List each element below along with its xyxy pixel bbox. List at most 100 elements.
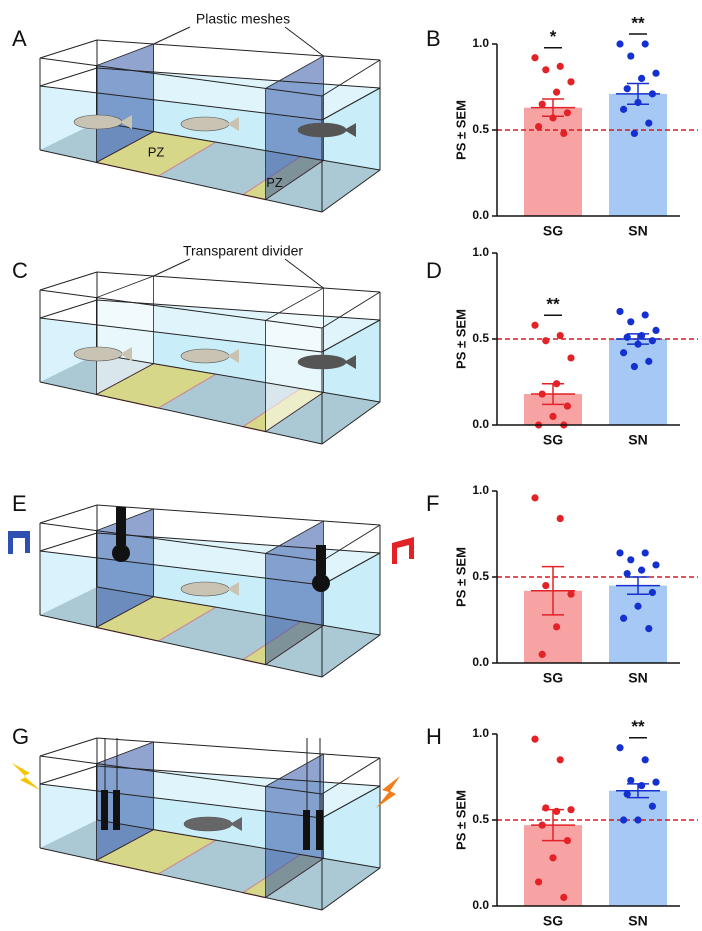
tank-edge	[96, 353, 381, 403]
tank-edge	[153, 258, 191, 277]
data-point	[538, 650, 546, 659]
speaker	[112, 544, 130, 562]
y-axis-label: PS ± SEM	[453, 790, 468, 850]
fish	[73, 346, 123, 362]
tank-edge	[321, 552, 381, 586]
electrode	[113, 790, 120, 830]
y-tick-label: 0.5	[472, 122, 489, 136]
tank-edge	[321, 757, 381, 795]
tank-edge	[321, 319, 381, 353]
y-tick-label: 0.5	[472, 331, 489, 345]
x-tick-label: SN	[628, 432, 647, 448]
data-point	[616, 40, 624, 48]
fish	[73, 114, 123, 130]
data-point	[652, 778, 660, 786]
zone-label: PZ	[148, 144, 165, 159]
fish	[180, 116, 230, 132]
data-point	[542, 337, 550, 345]
tank-edge	[96, 765, 381, 787]
data-point	[648, 337, 657, 345]
tank-edge	[39, 614, 323, 678]
tank-edge	[39, 299, 98, 319]
tank-edge	[39, 381, 323, 445]
tank-edge	[284, 258, 324, 289]
data-point	[641, 756, 649, 764]
panel-letter: A	[12, 26, 27, 51]
tank-edge	[39, 317, 323, 353]
data-point	[627, 776, 635, 785]
tank-edge	[39, 271, 98, 291]
y-tick-label: 1.0	[472, 36, 489, 50]
y-tick-label: 0.5	[472, 569, 489, 583]
tank-edge	[321, 524, 381, 562]
error-bar	[531, 98, 575, 117]
bar-chart: F PS ± SEM SG SN 0.0 0.5 1.0	[426, 483, 698, 686]
data-point	[652, 326, 660, 334]
tank-edge	[96, 67, 381, 89]
data-point	[648, 588, 657, 597]
data-point	[616, 307, 624, 316]
panel-letter: C	[12, 258, 28, 283]
panel-letter: H	[426, 724, 442, 749]
data-point	[627, 52, 635, 60]
data-point	[549, 412, 557, 420]
fish	[180, 348, 230, 364]
y-tick-label: 0.0	[472, 417, 489, 431]
tank-edge	[39, 847, 323, 911]
data-point	[556, 756, 564, 764]
tank-edge	[39, 737, 98, 757]
data-point	[531, 494, 539, 502]
zone-label: PZ	[266, 175, 283, 190]
fish-tail	[227, 117, 239, 131]
fish-tail	[120, 347, 132, 361]
panel-letter: B	[426, 26, 441, 51]
data-point	[652, 561, 660, 569]
data-point	[623, 333, 631, 341]
data-point	[549, 854, 557, 862]
y-tick-label: 0.0	[472, 655, 489, 669]
tank-edge	[39, 85, 323, 121]
data-point	[627, 318, 635, 326]
tank-edge	[284, 26, 324, 57]
data-point	[531, 735, 539, 743]
bar-chart: B PS ± SEM * SG ** SN 0.0 0.5 1.0	[426, 13, 698, 239]
data-point	[638, 782, 646, 790]
data-point	[620, 816, 628, 824]
fish-tail	[230, 817, 242, 831]
error-bar	[616, 576, 660, 595]
error-bar	[531, 382, 575, 406]
significance-label: *	[550, 27, 557, 46]
tank-edge	[39, 755, 323, 795]
y-tick-label: 0.0	[472, 208, 489, 222]
data-point	[641, 311, 649, 319]
data-point	[645, 357, 653, 365]
data-point	[535, 122, 543, 131]
callout-label: Transparent divider	[183, 243, 303, 259]
callout-label: Plastic meshes	[196, 11, 290, 27]
tank-edge	[39, 522, 323, 562]
tank-edge	[96, 819, 381, 869]
bar	[609, 339, 667, 425]
panel-letter: G	[12, 724, 29, 749]
speaker	[116, 507, 126, 545]
tank-edge	[39, 783, 323, 819]
tank-edge	[96, 737, 381, 759]
data-point	[567, 354, 575, 362]
x-tick-label: SG	[543, 913, 563, 929]
data-point	[623, 569, 631, 578]
tank-edge	[39, 532, 98, 552]
fish	[297, 354, 347, 370]
y-tick-label: 0.5	[472, 812, 489, 826]
tank-diagram: E	[8, 491, 414, 678]
tank-edge	[96, 586, 381, 636]
data-point	[556, 331, 564, 340]
error-bar	[531, 565, 575, 616]
tank-edge	[39, 67, 98, 87]
x-tick-label: SN	[628, 223, 647, 239]
panel-letter: F	[426, 491, 439, 516]
lightning	[376, 776, 400, 808]
data-point	[556, 514, 564, 523]
water	[322, 553, 380, 677]
data-point	[634, 816, 642, 824]
tank-edge	[96, 121, 381, 171]
